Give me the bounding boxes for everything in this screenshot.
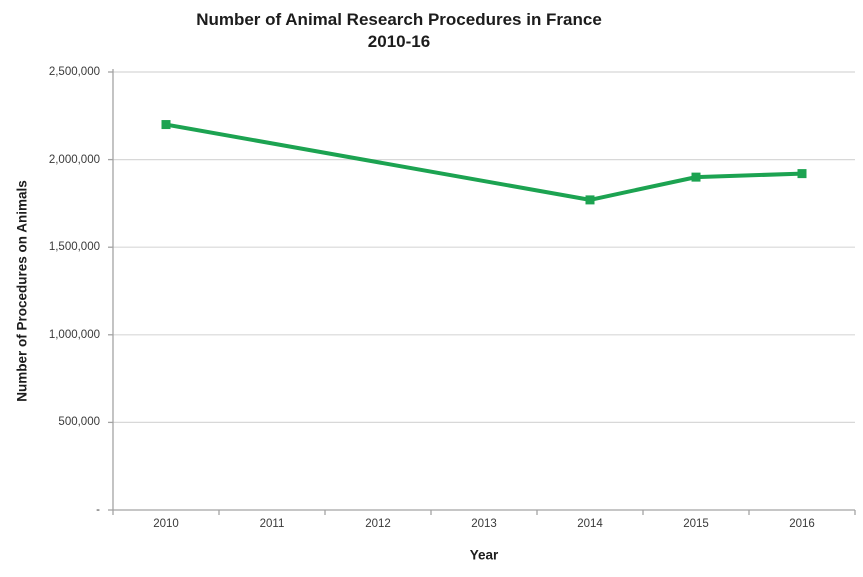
data-point-marker [585,195,595,205]
data-point-marker [161,120,171,130]
y-tick-label: 500,000 [58,416,100,429]
y-tick-label: - [96,504,100,516]
y-tick-label: 2,500,000 [48,66,100,78]
x-tick-label: 2015 [683,518,709,530]
chart-title-line2: 2010-16 [367,32,431,51]
x-axis-title: Year [469,547,499,563]
y-tick-label: 2,000,000 [48,153,100,166]
chart-title-line1: Number of Animal Research Procedures in … [196,10,602,29]
chart-title: Number of Animal Research Procedures in … [0,9,798,53]
series-line [165,122,803,202]
data-point-marker [691,172,701,182]
y-axis-title: Number of Procedures on Animals [14,180,30,402]
data-point-marker [797,169,807,179]
x-tick-label: 2012 [365,518,391,530]
y-tick-label: 1,500,000 [48,241,100,254]
y-tick-label: 1,000,000 [48,328,100,341]
x-tick-label: 2013 [471,518,497,530]
x-tick-label: 2011 [259,518,285,530]
x-tick-label: 2016 [789,518,815,530]
x-tick-label: 2010 [153,518,179,530]
x-tick-label: 2014 [577,518,603,530]
